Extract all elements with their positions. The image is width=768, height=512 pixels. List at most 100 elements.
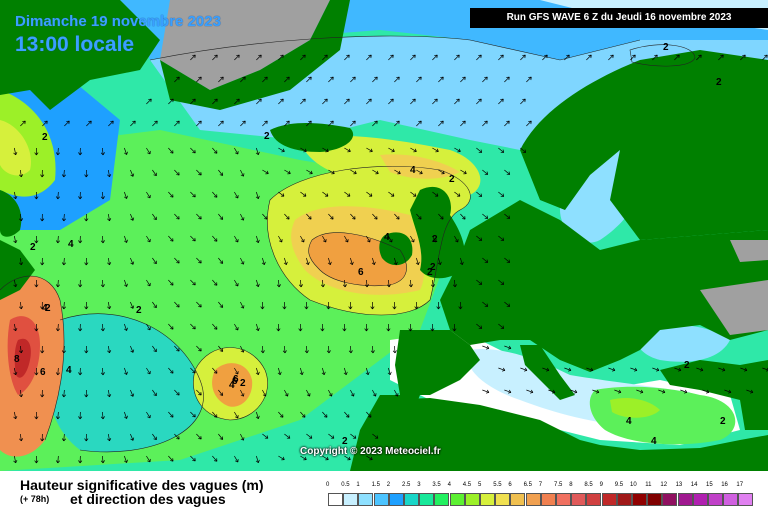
- wave-direction-arrow: [174, 389, 180, 396]
- wave-arrow-head: [258, 239, 260, 243]
- wave-direction-arrow: [416, 169, 423, 174]
- wave-direction-arrow: [240, 120, 246, 127]
- wave-direction-arrow: [284, 120, 290, 127]
- land-west: [0, 240, 35, 300]
- wave-arrow-head: [61, 262, 65, 266]
- wave-arrow-head: [530, 389, 534, 393]
- wave-arrow-head: [261, 262, 265, 265]
- wave-direction-arrow: [57, 191, 59, 200]
- wave-direction-arrow: [476, 279, 482, 285]
- wave-direction-arrow: [152, 433, 157, 440]
- wave-direction-arrow: [102, 279, 104, 287]
- color-scale: 0 0.5 1 1.5 2 2.5 3 3.5 4 4.5 5 5.5 6 6.5 7 7.5 8 8.5 9 9.5…: [326, 482, 754, 512]
- wave-arrow-head: [126, 371, 128, 375]
- wave-arrow-head: [306, 350, 309, 354]
- wave-arrow-head: [322, 328, 325, 332]
- wave-direction-arrow: [300, 455, 307, 460]
- wave-arrow-head: [55, 328, 59, 332]
- wave-direction-arrow: [696, 54, 702, 61]
- wave-direction-arrow: [322, 147, 329, 152]
- wave-arrow-head: [109, 438, 112, 442]
- wave-arrow-head: [408, 284, 412, 288]
- wave-arrow-head: [55, 372, 59, 376]
- wave-direction-arrow: [498, 367, 506, 371]
- wave-direction-arrow: [284, 169, 291, 174]
- wave-arrow-head: [284, 306, 287, 310]
- wave-direction-arrow: [63, 213, 65, 222]
- wave-arrow-head: [255, 284, 259, 287]
- wave-arrow-head: [282, 193, 285, 197]
- wave-arrow-head: [41, 218, 45, 222]
- wave-arrow-head: [100, 460, 104, 464]
- wave-direction-arrow: [482, 169, 488, 175]
- wave-direction-arrow: [284, 433, 291, 439]
- wave-arrow-head: [107, 350, 110, 354]
- wave-arrow-head: [573, 392, 578, 394]
- wave-arrow-head: [18, 262, 22, 266]
- wave-arrow-head: [344, 328, 347, 332]
- wave-arrow-head: [15, 239, 18, 244]
- wave-arrow-head: [55, 152, 59, 156]
- wave-arrow-head: [153, 174, 157, 177]
- contour-label: 2: [430, 262, 436, 273]
- wave-direction-arrow: [146, 191, 151, 199]
- wave-arrow-head: [502, 367, 506, 371]
- wave-direction-arrow: [416, 257, 419, 265]
- wave-arrow-head: [170, 372, 174, 374]
- wave-direction-arrow: [482, 76, 488, 83]
- wave-arrow-head: [34, 240, 37, 244]
- wave-direction-arrow: [410, 235, 415, 243]
- wave-arrow-head: [100, 240, 104, 244]
- wave-arrow-head: [153, 394, 157, 397]
- wave-arrow-head: [147, 152, 151, 155]
- wave-arrow-head: [57, 372, 60, 376]
- wave-direction-arrow: [196, 257, 202, 264]
- wave-direction-arrow: [328, 389, 332, 397]
- wave-direction-arrow: [124, 147, 127, 155]
- wave-direction-arrow: [432, 54, 438, 61]
- wave-arrow-head: [213, 240, 218, 242]
- wave-arrow-head: [21, 438, 24, 442]
- wave-direction-arrow: [394, 389, 398, 397]
- wave-direction-arrow: [278, 411, 284, 418]
- wave-direction-arrow: [740, 54, 746, 61]
- wave-direction-arrow: [168, 323, 174, 330]
- wave-arrow-head: [18, 394, 22, 398]
- wave-direction-arrow: [394, 213, 400, 220]
- wave-arrow-head: [176, 306, 180, 308]
- wave-direction-arrow: [328, 169, 335, 174]
- wave-direction-arrow: [300, 54, 306, 61]
- wave-arrow-head: [34, 460, 37, 464]
- scale-tick-label: 17: [736, 482, 744, 488]
- wave-direction-arrow: [740, 367, 748, 371]
- wave-arrow-head: [40, 262, 43, 266]
- scale-swatch: [434, 493, 450, 506]
- wave-direction-arrow: [108, 213, 110, 221]
- wave-arrow-head: [130, 306, 134, 309]
- wave-direction-arrow: [57, 323, 59, 332]
- wave-direction-arrow: [372, 169, 379, 174]
- contour-label: 6: [232, 376, 238, 387]
- wave-arrow-head: [590, 367, 594, 371]
- wave-direction-arrow: [476, 98, 482, 105]
- wave-arrow-head: [79, 284, 83, 288]
- wave-arrow-head: [486, 259, 489, 263]
- wave-direction-arrow: [152, 213, 157, 220]
- scale-tick-label: 0.5: [341, 482, 350, 488]
- scale-swatch: [510, 493, 526, 506]
- wave-arrow-head: [366, 284, 369, 288]
- wave-direction-arrow: [520, 147, 526, 153]
- wave-direction-arrow: [63, 345, 65, 354]
- wave-direction-arrow: [174, 433, 180, 440]
- wave-arrow-head: [21, 306, 24, 310]
- wave-direction-arrow: [718, 54, 724, 61]
- wave-arrow-head: [13, 152, 16, 156]
- wave-arrow-head: [126, 151, 128, 155]
- wave-direction-arrow: [240, 257, 244, 265]
- wave-direction-arrow: [212, 191, 218, 198]
- wave-direction-arrow: [306, 389, 310, 397]
- wave-arrow-head: [40, 218, 43, 222]
- wave-arrow-head: [262, 350, 265, 354]
- wave-direction-arrow: [218, 76, 224, 83]
